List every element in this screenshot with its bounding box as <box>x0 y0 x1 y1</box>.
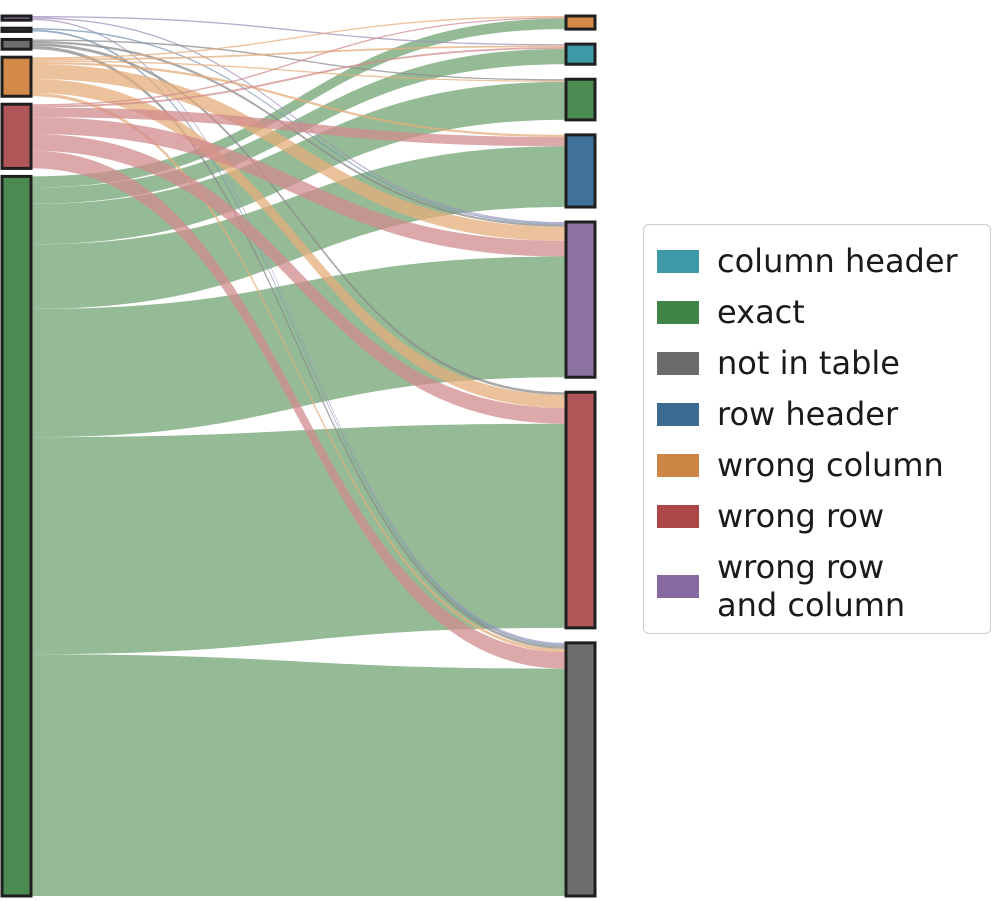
legend-swatch <box>657 402 699 426</box>
legend-item: exact <box>657 293 805 331</box>
flow-wrong-column-to-exact <box>32 60 565 82</box>
sankey-nodes <box>0 14 597 898</box>
flow-not-in-table-to-not-in-table <box>32 45 565 649</box>
flow-wrong-row-to-wrong-row-and-column <box>32 117 565 257</box>
flow-wrong-row-to-column-header <box>32 47 565 108</box>
flow-wrong-row-to-wrong-column <box>32 17 565 106</box>
flow-wrong-column-to-row-header <box>32 61 565 138</box>
legend-swatch <box>657 574 699 598</box>
flow-exact-to-wrong-column <box>32 18 565 188</box>
legend: column header exact not in table row hea… <box>643 224 991 634</box>
flow-wrong-column-to-not-in-table <box>32 92 565 653</box>
source-node-wrong-row <box>0 102 33 170</box>
flow-exact-to-wrong-row <box>32 423 565 655</box>
legend-swatch <box>657 300 699 324</box>
legend-item: column header <box>657 242 958 280</box>
legend-swatch <box>657 351 699 375</box>
flow-not-in-table-to-wrong-row <box>32 43 565 395</box>
flow-not-in-table-to-exact <box>32 39 565 81</box>
flow-wrong-column-to-column-header <box>32 45 565 61</box>
source-node-wrong-row-and-column <box>0 14 33 22</box>
source-node-row-header <box>0 26 33 33</box>
target-node-wrong-row <box>564 390 597 630</box>
flow-exact-to-row-header <box>32 146 565 309</box>
flow-wrong-row-to-row-header <box>32 107 565 147</box>
legend-swatch <box>657 453 699 477</box>
flow-wrong-row-and-column-to-column-header <box>32 16 565 46</box>
source-node-wrong-column <box>0 55 33 98</box>
flow-wrong-column-to-wrong-row <box>32 79 565 408</box>
legend-label-not-in-table: not in table <box>717 344 900 382</box>
legend-swatch <box>657 249 699 273</box>
legend-swatch <box>657 504 699 528</box>
legend-item: row header <box>657 395 898 433</box>
flow-wrong-row-to-not-in-table <box>32 150 565 669</box>
target-node-exact <box>564 77 597 122</box>
source-node-not-in-table <box>0 37 33 51</box>
flow-wrong-column-to-wrong-column <box>32 16 565 59</box>
flow-exact-to-not-in-table <box>32 654 565 896</box>
flow-wrong-column-to-wrong-row-and-column <box>32 64 565 241</box>
legend-label-exact: exact <box>717 293 805 331</box>
legend-label-row-header: row header <box>717 395 899 433</box>
flow-wrong-row-to-wrong-row <box>32 133 565 424</box>
flow-row-header-to-not-in-table <box>32 29 565 646</box>
flow-wrong-row-and-column-to-wrong-row-and-column <box>32 17 565 224</box>
legend-label-wrong-row: wrong row <box>717 497 885 535</box>
sankey-links <box>32 16 565 896</box>
legend-label-column-header: column header <box>717 242 958 280</box>
legend-item: wrong column <box>657 446 944 484</box>
target-node-wrong-column <box>564 14 597 31</box>
legend-item: wrong row <box>657 497 884 535</box>
flow-exact-to-exact <box>32 81 565 245</box>
legend-label-wrong-column: wrong column <box>717 446 944 484</box>
target-node-wrong-row-and-column <box>564 220 597 379</box>
legend-label-wrong-row-and-column: wrong row and column <box>717 548 906 624</box>
target-node-row-header <box>564 133 597 209</box>
flow-wrong-row-and-column-to-not-in-table <box>32 18 565 645</box>
source-node-exact <box>0 174 33 898</box>
legend-item: not in table <box>657 344 900 382</box>
legend-item: wrong row and column <box>657 548 905 624</box>
target-node-column-header <box>564 42 597 66</box>
flow-not-in-table-to-wrong-row-and-column <box>32 40 565 227</box>
target-node-not-in-table <box>564 641 597 898</box>
